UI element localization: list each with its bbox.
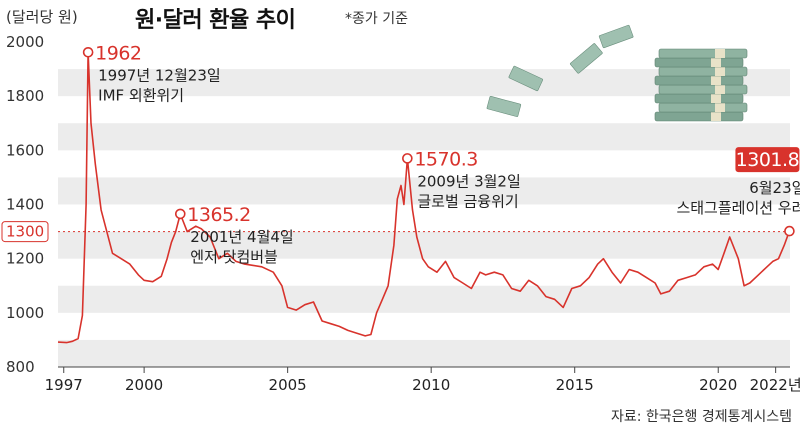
money-bill	[654, 93, 744, 104]
reference-label: 1300	[6, 223, 44, 241]
x-tick-label: 2005	[269, 376, 307, 394]
money-band	[711, 76, 721, 85]
money-band	[711, 94, 721, 103]
annotation-marker	[82, 46, 94, 58]
flying-bill	[508, 65, 544, 92]
money-band	[715, 85, 725, 94]
money-stack-icon	[486, 24, 748, 122]
annotation-marker	[402, 153, 413, 164]
grid-band	[58, 339, 790, 367]
money-bill	[654, 57, 744, 68]
annotation-value: 1570.3	[414, 148, 477, 170]
chart-title: 원·달러 환율 추이	[135, 8, 296, 33]
annotation-marker	[784, 225, 795, 237]
money-band	[715, 49, 725, 58]
money-band	[715, 67, 725, 76]
money-bill	[658, 66, 748, 77]
annotation-text: 스태그플레이션 우려	[676, 199, 800, 217]
source-note: 자료: 한국은행 경제통계시스템	[610, 409, 792, 425]
x-tick-label: 2000	[125, 376, 163, 394]
x-tick-label: 2020	[699, 376, 737, 394]
series-line	[57, 51, 791, 344]
money-band	[711, 112, 721, 121]
annotation-value: 1301.8	[736, 149, 799, 171]
y-tick-label: 1800	[6, 87, 44, 105]
x-tick-label: 2015	[556, 376, 594, 394]
annotation-text: 6월23일	[749, 179, 800, 197]
y-tick-label: 1600	[6, 141, 44, 159]
annotation-text: IMF 외환위기	[98, 86, 184, 104]
x-tick-label: 2010	[412, 376, 450, 394]
money-bill	[654, 111, 744, 122]
money-band	[711, 58, 721, 67]
x-axis: 1997 2000 2005 2010 2015 2020 2022년	[45, 366, 800, 394]
money-bill	[658, 102, 748, 113]
y-axis-unit: (달러당 원)	[6, 8, 78, 26]
annotation-text: 엔저·닷컴버블	[190, 248, 278, 266]
series-line-group	[57, 51, 791, 344]
y-tick-label: 2000	[6, 33, 44, 51]
chart-subtitle: *종가 기준	[345, 11, 408, 27]
flying-bill	[569, 43, 603, 74]
annotations: 1962 1997년 12월23일 IMF 외환위기 1365.2 2001년 4월4일…	[82, 42, 800, 266]
grid-band	[58, 231, 790, 259]
money-bill	[658, 84, 748, 95]
annotation-text: 2009년 3월2일	[417, 172, 520, 190]
annotation-value: 1365.2	[187, 204, 250, 226]
x-tick-label: 2022년	[750, 376, 800, 394]
reference-label-box	[1, 221, 49, 243]
y-tick-label: 1200	[6, 250, 44, 268]
y-tick-label: 1000	[6, 304, 44, 322]
y-tick-label: 800	[6, 358, 35, 376]
x-tick-label: 1997	[45, 376, 83, 394]
annotation-text: 1997년 12월23일	[98, 66, 221, 84]
money-bill	[658, 48, 748, 59]
y-tick-label: 1400	[6, 196, 44, 214]
annotation-text: 글로벌 금융위기	[417, 192, 518, 210]
annotation-value-box	[735, 147, 800, 173]
annotation-value: 1962	[95, 42, 141, 64]
grid-band	[58, 123, 790, 151]
flying-bill	[598, 24, 634, 49]
grid-band	[58, 177, 790, 205]
reference-line-1300: 1300	[1, 221, 790, 243]
money-bill	[654, 75, 744, 86]
flying-bill	[486, 95, 522, 117]
grid-band	[58, 285, 790, 313]
grid-bands	[58, 69, 790, 367]
annotation-marker	[174, 208, 186, 220]
annotation-text: 2001년 4월4일	[190, 228, 293, 246]
y-axis: 800 1000 1200 1400 1600 1800 2000	[6, 33, 44, 376]
money-band	[715, 103, 725, 112]
